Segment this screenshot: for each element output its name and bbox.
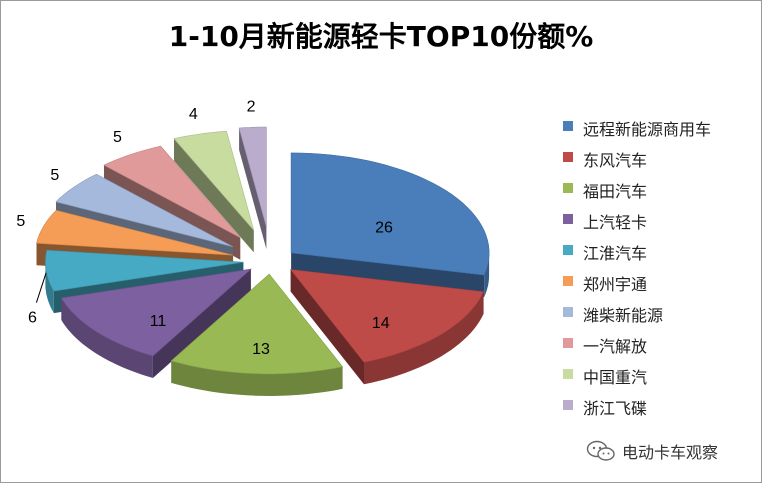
legend-label: 一汽解放 [583, 337, 648, 356]
legend-swatch [563, 369, 573, 379]
watermark-text: 电动卡车观察 [622, 443, 719, 462]
legend: 远程新能源商用车 东风汽车福田汽车上汽轻卡江淮汽车郑州宇通潍柴新能源一汽解放中国重… [563, 116, 711, 426]
legend-item-feidie: 浙江飞碟 [563, 395, 711, 426]
slice-dongfeng [289, 269, 485, 385]
legend-label: 东风汽车 [583, 151, 648, 170]
value-label-yutong: 5 [16, 213, 25, 230]
value-label-jianghuai: 6 [28, 310, 37, 327]
value-label-feidie: 2 [247, 98, 256, 115]
legend-item-yutong: 郑州宇通 [563, 271, 711, 302]
legend-label: 福田汽车 [583, 182, 648, 201]
value-label-yiqi: 5 [113, 129, 122, 146]
legend-item-weichai: 潍柴新能源 [563, 302, 711, 333]
slice-zhongqi [173, 130, 254, 253]
legend-item-shangqi: 上汽轻卡 [563, 209, 711, 240]
legend-swatch [563, 338, 573, 348]
legend-swatch [563, 400, 573, 410]
legend-swatch [563, 276, 573, 286]
slice-futian [170, 273, 344, 396]
legend-swatch [563, 183, 573, 193]
value-label-yuancheng: 26 [375, 219, 393, 236]
value-label-weichai: 5 [50, 167, 59, 184]
value-label-zhongqi: 4 [189, 106, 198, 123]
legend-item-futian: 福田汽车 [563, 178, 711, 209]
value-label-futian: 13 [252, 341, 270, 358]
watermark: 电动卡车观察 [586, 439, 718, 463]
legend-item-zhongqi: 中国重汽 [563, 364, 711, 395]
legend-label: 远程新能源商用车 [583, 120, 712, 139]
legend-swatch [563, 307, 573, 317]
value-label-shangqi: 11 [150, 313, 167, 330]
legend-label: 江淮汽车 [583, 244, 648, 263]
legend-label: 中国重汽 [583, 368, 648, 387]
legend-swatch [563, 214, 573, 224]
legend-label: 浙江飞碟 [583, 399, 648, 418]
legend-item-jianghuai: 江淮汽车 [563, 240, 711, 271]
legend-item-yiqi: 一汽解放 [563, 333, 711, 364]
legend-item-yuancheng: 远程新能源商用车 [563, 116, 711, 147]
legend-label: 郑州宇通 [583, 275, 648, 294]
legend-swatch [563, 152, 573, 162]
leader-line-jianghuai [35, 272, 47, 303]
wechat-icon [586, 440, 615, 461]
legend-label: 上汽轻卡 [583, 213, 648, 232]
legend-swatch [563, 121, 573, 131]
legend-item-dongfeng: 东风汽车 [563, 147, 711, 178]
value-label-dongfeng: 14 [372, 315, 390, 332]
chart-title: 1-10月新能源轻卡TOP10份额% [168, 20, 594, 53]
legend-label: 潍柴新能源 [583, 306, 664, 325]
slice-feidie [238, 126, 267, 250]
legend-swatch [563, 245, 573, 255]
slice-shangqi [60, 268, 252, 378]
